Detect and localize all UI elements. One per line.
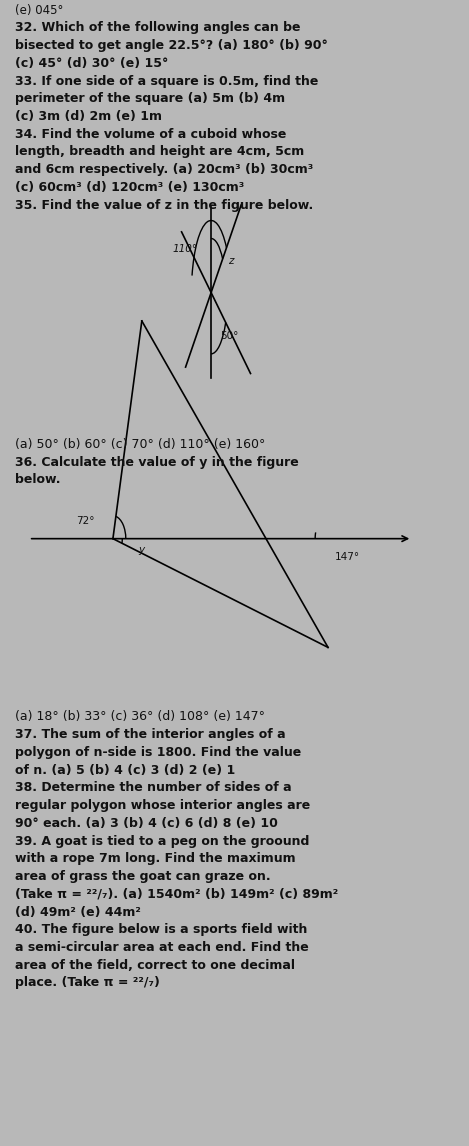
Text: of n. (a) 5 (b) 4 (c) 3 (d) 2 (e) 1: of n. (a) 5 (b) 4 (c) 3 (d) 2 (e) 1 — [15, 763, 235, 777]
Text: polygon of n-side is 1800. Find the value: polygon of n-side is 1800. Find the valu… — [15, 746, 301, 759]
Text: (d) 49m² (e) 44m²: (d) 49m² (e) 44m² — [15, 905, 141, 918]
Text: 32. Which of the following angles can be: 32. Which of the following angles can be — [15, 22, 300, 34]
Text: (Take π = ²²/₇). (a) 1540m² (b) 149m² (c) 89m²: (Take π = ²²/₇). (a) 1540m² (b) 149m² (c… — [15, 888, 338, 901]
Text: 90° each. (a) 3 (b) 4 (c) 6 (d) 8 (e) 10: 90° each. (a) 3 (b) 4 (c) 6 (d) 8 (e) 10 — [15, 817, 278, 830]
Text: place. (Take π = ²²/₇): place. (Take π = ²²/₇) — [15, 976, 159, 989]
Text: (c) 45° (d) 30° (e) 15°: (c) 45° (d) 30° (e) 15° — [15, 57, 168, 70]
Text: bisected to get angle 22.5°? (a) 180° (b) 90°: bisected to get angle 22.5°? (a) 180° (b… — [15, 39, 328, 52]
Text: 40. The figure below is a sports field with: 40. The figure below is a sports field w… — [15, 924, 307, 936]
Text: z: z — [228, 256, 234, 266]
Text: 72°: 72° — [76, 517, 94, 526]
Text: perimeter of the square (a) 5m (b) 4m: perimeter of the square (a) 5m (b) 4m — [15, 93, 285, 105]
Text: (c) 60cm³ (d) 120cm³ (e) 130cm³: (c) 60cm³ (d) 120cm³ (e) 130cm³ — [15, 181, 244, 194]
Text: regular polygon whose interior angles are: regular polygon whose interior angles ar… — [15, 799, 310, 813]
Text: (a) 50° (b) 60° (c) 70° (d) 110° (e) 160°: (a) 50° (b) 60° (c) 70° (d) 110° (e) 160… — [15, 438, 265, 450]
Text: 37. The sum of the interior angles of a: 37. The sum of the interior angles of a — [15, 728, 285, 741]
Text: 147°: 147° — [335, 552, 360, 563]
Text: 38. Determine the number of sides of a: 38. Determine the number of sides of a — [15, 782, 291, 794]
Text: 35. Find the value of z in the figure below.: 35. Find the value of z in the figure be… — [15, 198, 313, 212]
Text: length, breadth and height are 4cm, 5cm: length, breadth and height are 4cm, 5cm — [15, 146, 304, 158]
Text: (c) 3m (d) 2m (e) 1m: (c) 3m (d) 2m (e) 1m — [15, 110, 162, 123]
Text: and 6cm respectively. (a) 20cm³ (b) 30cm³: and 6cm respectively. (a) 20cm³ (b) 30cm… — [15, 163, 313, 176]
Text: below.: below. — [15, 473, 60, 486]
Text: 33. If one side of a square is 0.5m, find the: 33. If one side of a square is 0.5m, fin… — [15, 74, 318, 87]
Text: 50°: 50° — [219, 331, 238, 342]
Text: 34. Find the volume of a cuboid whose: 34. Find the volume of a cuboid whose — [15, 127, 286, 141]
Text: y: y — [139, 545, 145, 555]
Text: (e) 045°: (e) 045° — [15, 3, 63, 16]
Text: (a) 18° (b) 33° (c) 36° (d) 108° (e) 147°: (a) 18° (b) 33° (c) 36° (d) 108° (e) 147… — [15, 711, 265, 723]
Text: with a rope 7m long. Find the maximum: with a rope 7m long. Find the maximum — [15, 853, 295, 865]
Text: 110°: 110° — [173, 244, 198, 254]
Text: 39. A goat is tied to a peg on the groound: 39. A goat is tied to a peg on the groou… — [15, 834, 309, 848]
Text: 36. Calculate the value of y in the figure: 36. Calculate the value of y in the figu… — [15, 456, 298, 469]
Text: area of grass the goat can graze on.: area of grass the goat can graze on. — [15, 870, 270, 884]
Text: a semi-circular area at each end. Find the: a semi-circular area at each end. Find t… — [15, 941, 309, 953]
Text: area of the field, correct to one decimal: area of the field, correct to one decima… — [15, 959, 295, 972]
